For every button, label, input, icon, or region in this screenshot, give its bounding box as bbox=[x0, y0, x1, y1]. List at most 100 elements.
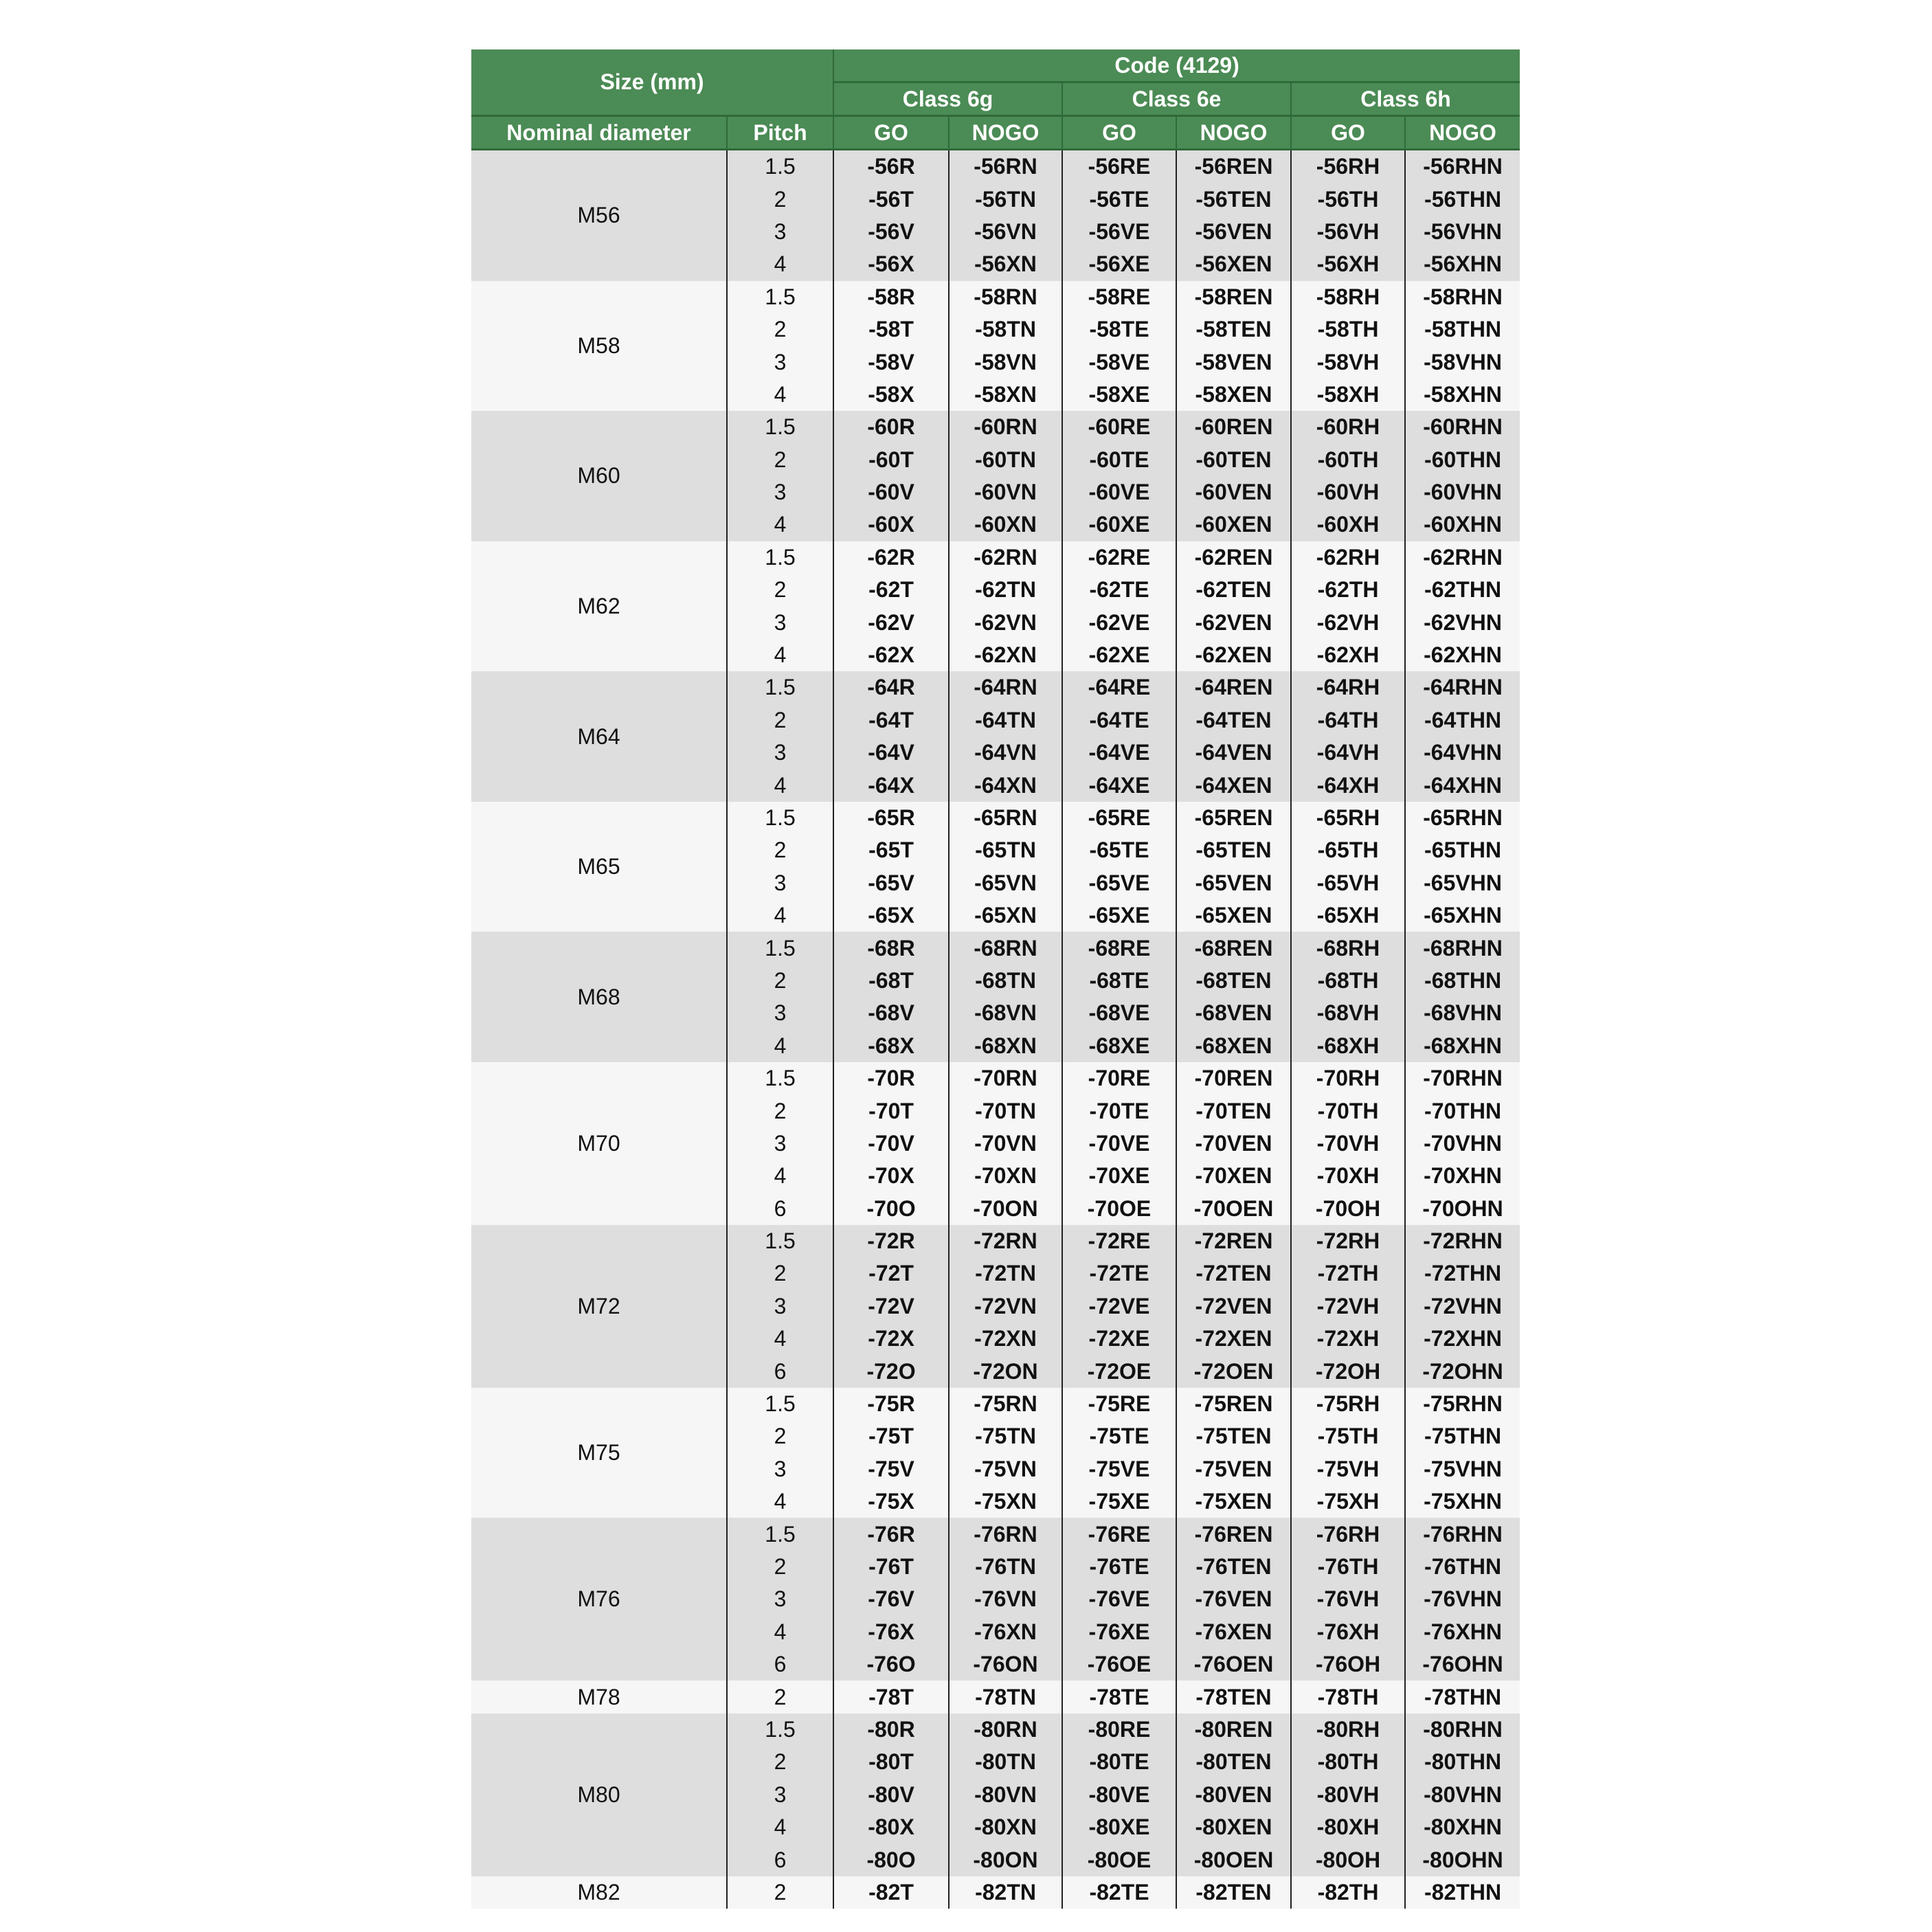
nogo-code-cell: -70REN bbox=[1176, 1062, 1292, 1095]
nogo-code-cell: -70TN bbox=[948, 1094, 1063, 1127]
nominal-diameter-cell: M78 bbox=[471, 1681, 727, 1714]
go-code-cell: -65VE bbox=[1062, 866, 1177, 899]
nogo-code-cell: -56RHN bbox=[1404, 149, 1520, 183]
go-code-cell: -75R bbox=[833, 1387, 950, 1421]
pitch-cell: 6 bbox=[726, 1192, 834, 1225]
go-code-cell: -75XH bbox=[1290, 1485, 1406, 1518]
nogo-code-cell: -70VEN bbox=[1176, 1127, 1292, 1160]
go-code-cell: -76XE bbox=[1062, 1615, 1177, 1648]
pitch-cell: 6 bbox=[726, 1355, 834, 1388]
go-code-cell: -75RE bbox=[1062, 1387, 1177, 1421]
code-table: Size (mm) Code (4129) Class 6g Class 6e … bbox=[471, 49, 1520, 1909]
pitch-cell: 4 bbox=[726, 769, 834, 802]
nogo-code-cell: -70TEN bbox=[1176, 1094, 1292, 1127]
nogo-code-cell: -76TEN bbox=[1176, 1550, 1292, 1584]
nogo-code-cell: -56RN bbox=[948, 149, 1063, 183]
nogo-code-cell: -80VN bbox=[948, 1778, 1063, 1811]
go-code-cell: -70XH bbox=[1290, 1160, 1406, 1193]
nogo-code-cell: -80TEN bbox=[1176, 1746, 1292, 1779]
go-code-cell: -70XE bbox=[1062, 1160, 1177, 1193]
nogo-code-cell: -65XHN bbox=[1404, 899, 1520, 932]
nogo-code-cell: -60XEN bbox=[1176, 508, 1292, 541]
table-row: 4 -65X -65XN -65XE -65XEN -65XH -65XHN bbox=[471, 899, 1520, 932]
nogo-code-cell: -62THN bbox=[1404, 574, 1520, 607]
pitch-cell: 2 bbox=[726, 1876, 834, 1909]
nogo-code-cell: -70OEN bbox=[1176, 1192, 1292, 1225]
go-code-cell: -64TH bbox=[1290, 704, 1406, 737]
nogo-code-cell: -64RHN bbox=[1404, 671, 1520, 704]
nogo-code-cell: -64RN bbox=[948, 671, 1063, 704]
nogo-code-cell: -70XHN bbox=[1404, 1160, 1520, 1193]
go-code-cell: -76RE bbox=[1062, 1518, 1177, 1551]
go-code-cell: -68XH bbox=[1290, 1029, 1406, 1062]
table-row: 3 -64V -64VN -64VE -64VEN -64VH -64VHN bbox=[471, 737, 1520, 770]
nogo-code-cell: -60XHN bbox=[1404, 508, 1520, 541]
nogo-code-cell: -80XEN bbox=[1176, 1810, 1292, 1844]
nogo-code-cell: -65RN bbox=[948, 801, 1063, 835]
go-code-cell: -56RH bbox=[1290, 149, 1406, 183]
size-header: Size (mm) bbox=[471, 49, 834, 117]
go-code-cell: -72RH bbox=[1290, 1224, 1406, 1258]
code-header: Code (4129) bbox=[833, 49, 1520, 83]
table-row: 6 -72O -72ON -72OE -72OEN -72OH -72OHN bbox=[471, 1355, 1520, 1388]
go-code-cell: -76OH bbox=[1290, 1648, 1406, 1681]
pitch-cell: 3 bbox=[726, 346, 834, 379]
nominal-diameter-cell: M64 bbox=[471, 671, 727, 802]
nominal-diameter-cell: M65 bbox=[471, 801, 727, 932]
nogo-code-cell: -58XEN bbox=[1176, 378, 1292, 412]
pitch-cell: 3 bbox=[726, 997, 834, 1030]
nogo-code-cell: -70XEN bbox=[1176, 1160, 1292, 1193]
go-code-cell: -62RE bbox=[1062, 541, 1177, 574]
pitch-cell: 1.5 bbox=[726, 1224, 834, 1258]
table-row: 3 -75V -75VN -75VE -75VEN -75VH -75VHN bbox=[471, 1452, 1520, 1486]
nogo-code-cell: -68TN bbox=[948, 964, 1063, 998]
pitch-cell: 3 bbox=[726, 1583, 834, 1616]
go-code-cell: -58R bbox=[833, 280, 950, 313]
nogo-code-cell: -72RN bbox=[948, 1224, 1063, 1258]
nogo-code-cell: -75RHN bbox=[1404, 1387, 1520, 1421]
nogo-code-cell: -72REN bbox=[1176, 1224, 1292, 1258]
nogo-code-cell: -80VHN bbox=[1404, 1778, 1520, 1811]
table-row: 2 -70T -70TN -70TE -70TEN -70TH -70THN bbox=[471, 1094, 1520, 1127]
go-code-cell: -72VH bbox=[1290, 1290, 1406, 1323]
nogo-code-cell: -68TEN bbox=[1176, 964, 1292, 998]
table-row: 4 -72X -72XN -72XE -72XEN -72XH -72XHN bbox=[471, 1323, 1520, 1356]
pitch-cell: 1.5 bbox=[726, 1713, 834, 1746]
go-code-cell: -68T bbox=[833, 964, 950, 998]
nogo-code-cell: -56VHN bbox=[1404, 215, 1520, 249]
table-row: 2 -62T -62TN -62TE -62TEN -62TH -62THN bbox=[471, 574, 1520, 607]
nogo-code-cell: -68THN bbox=[1404, 964, 1520, 998]
nogo-code-cell: -60RHN bbox=[1404, 411, 1520, 444]
nogo-code-cell: -76VN bbox=[948, 1583, 1063, 1616]
go-code-cell: -60XE bbox=[1062, 508, 1177, 541]
table-row: 3 -60V -60VN -60VE -60VEN -60VH -60VHN bbox=[471, 475, 1520, 509]
nogo-code-cell: -65XN bbox=[948, 899, 1063, 932]
pitch-cell: 1.5 bbox=[726, 1387, 834, 1421]
go-header: GO bbox=[1290, 115, 1406, 150]
table-row: 3 -68V -68VN -68VE -68VEN -68VH -68VHN bbox=[471, 997, 1520, 1030]
nogo-code-cell: -76ON bbox=[948, 1648, 1063, 1681]
nogo-code-cell: -72VHN bbox=[1404, 1290, 1520, 1323]
table-row: 4 -60X -60XN -60XE -60XEN -60XH -60XHN bbox=[471, 508, 1520, 541]
nogo-code-cell: -80OEN bbox=[1176, 1843, 1292, 1876]
nogo-code-cell: -56XN bbox=[948, 248, 1063, 281]
go-code-cell: -80O bbox=[833, 1843, 950, 1876]
go-code-cell: -70VH bbox=[1290, 1127, 1406, 1160]
go-code-cell: -70OH bbox=[1290, 1192, 1406, 1225]
go-code-cell: -76R bbox=[833, 1518, 950, 1551]
go-code-cell: -56X bbox=[833, 248, 950, 281]
go-code-cell: -80XE bbox=[1062, 1810, 1177, 1844]
go-code-cell: -76TE bbox=[1062, 1550, 1177, 1584]
nogo-code-cell: -64XEN bbox=[1176, 769, 1292, 802]
go-code-cell: -80VH bbox=[1290, 1778, 1406, 1811]
go-code-cell: -72O bbox=[833, 1355, 950, 1388]
go-code-cell: -68VH bbox=[1290, 997, 1406, 1030]
nogo-code-cell: -64TEN bbox=[1176, 704, 1292, 737]
go-code-cell: -62T bbox=[833, 574, 950, 607]
go-code-cell: -75X bbox=[833, 1485, 950, 1518]
pitch-cell: 2 bbox=[726, 1420, 834, 1453]
go-code-cell: -56TE bbox=[1062, 183, 1177, 216]
nogo-code-cell: -60VN bbox=[948, 475, 1063, 509]
nogo-code-cell: -60REN bbox=[1176, 411, 1292, 444]
nominal-diameter-cell: M62 bbox=[471, 541, 727, 672]
